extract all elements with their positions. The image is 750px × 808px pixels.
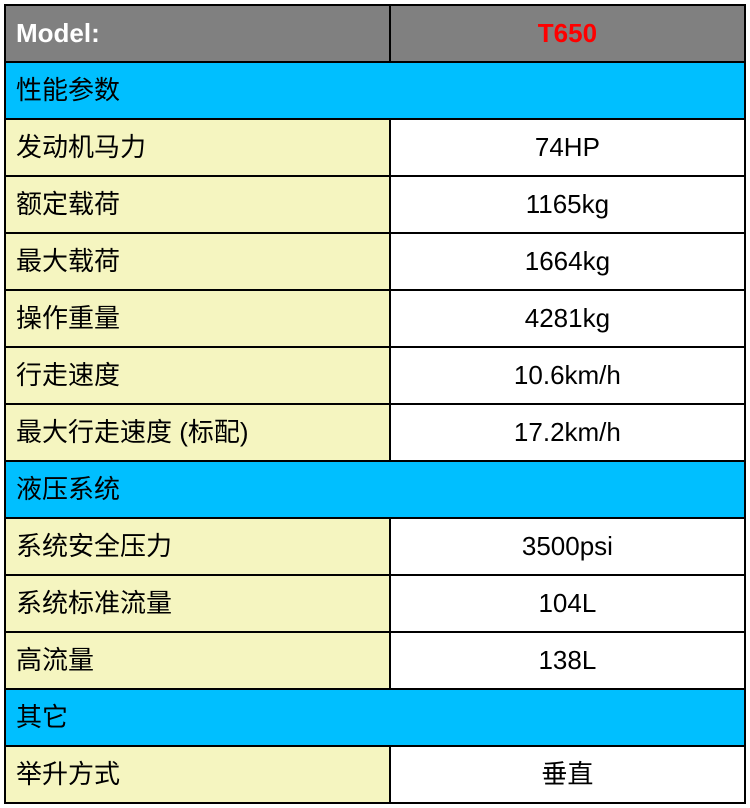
section-title: 液压系统 — [5, 461, 745, 518]
spec-value: 1165kg — [390, 176, 745, 233]
spec-value: 138L — [390, 632, 745, 689]
table-row: 行走速度 10.6km/h — [5, 347, 745, 404]
section-row: 液压系统 — [5, 461, 745, 518]
spec-value: 垂直 — [390, 746, 745, 803]
spec-value: 1664kg — [390, 233, 745, 290]
table-row: 操作重量 4281kg — [5, 290, 745, 347]
header-row: Model: T650 — [5, 5, 745, 62]
table-row: 系统安全压力 3500psi — [5, 518, 745, 575]
table-row: 发动机马力 74HP — [5, 119, 745, 176]
spec-value: 3500psi — [390, 518, 745, 575]
spec-value: 17.2km/h — [390, 404, 745, 461]
table-row: 举升方式 垂直 — [5, 746, 745, 803]
table-row: 最大载荷 1664kg — [5, 233, 745, 290]
spec-label: 最大行走速度 (标配) — [5, 404, 390, 461]
section-title: 性能参数 — [5, 62, 745, 119]
header-label: Model: — [5, 5, 390, 62]
spec-value: 104L — [390, 575, 745, 632]
spec-label: 高流量 — [5, 632, 390, 689]
spec-value: 4281kg — [390, 290, 745, 347]
section-row: 性能参数 — [5, 62, 745, 119]
spec-label: 额定载荷 — [5, 176, 390, 233]
spec-value: 74HP — [390, 119, 745, 176]
spec-label: 系统安全压力 — [5, 518, 390, 575]
header-value: T650 — [390, 5, 745, 62]
spec-label: 操作重量 — [5, 290, 390, 347]
spec-label: 行走速度 — [5, 347, 390, 404]
table-row: 最大行走速度 (标配) 17.2km/h — [5, 404, 745, 461]
spec-table: Model: T650 性能参数 发动机马力 74HP 额定载荷 1165kg … — [4, 4, 746, 804]
table-row: 系统标准流量 104L — [5, 575, 745, 632]
spec-label: 举升方式 — [5, 746, 390, 803]
spec-label: 系统标准流量 — [5, 575, 390, 632]
spec-label: 发动机马力 — [5, 119, 390, 176]
table-row: 额定载荷 1165kg — [5, 176, 745, 233]
spec-label: 最大载荷 — [5, 233, 390, 290]
table-row: 高流量 138L — [5, 632, 745, 689]
spec-value: 10.6km/h — [390, 347, 745, 404]
